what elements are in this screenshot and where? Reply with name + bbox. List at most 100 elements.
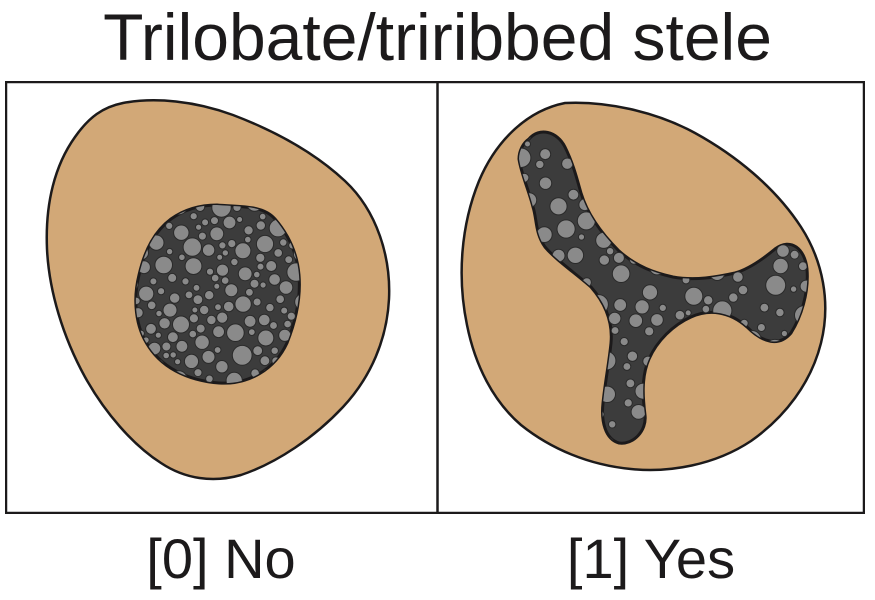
comparison-frame-svg [5, 81, 865, 514]
stele-cell [611, 264, 631, 283]
stele-cell [193, 368, 203, 378]
panel-yes-diagram [460, 101, 827, 472]
stele-cell [183, 353, 200, 369]
stele-cell [265, 302, 275, 313]
stele-cell [204, 290, 215, 301]
stele-cell [181, 277, 190, 286]
stele-cell [732, 271, 744, 283]
stele-cell [256, 262, 265, 271]
stele-cell [167, 331, 179, 344]
stele-cell [158, 317, 171, 330]
figure-title: Trilobate/triribbed stele [103, 0, 772, 74]
stele-cell [257, 329, 275, 347]
stele-cell [172, 315, 190, 334]
stele-cell [145, 322, 157, 335]
stele-cell [182, 237, 203, 257]
stele-cell [216, 311, 229, 324]
stele-cell [549, 197, 568, 216]
stele-cell [759, 302, 770, 313]
stele-cell [195, 223, 203, 231]
stele-cell [286, 311, 296, 321]
stele-cell [194, 334, 210, 350]
stele-cell [215, 360, 229, 374]
stele-cell [167, 272, 178, 283]
stele-cell [227, 239, 237, 249]
stele-cell [269, 321, 278, 330]
stele-cell [236, 216, 244, 223]
stele-cell [175, 339, 189, 353]
stele-cell [701, 304, 711, 314]
stele-cell [216, 253, 224, 261]
stele-cell [212, 325, 226, 339]
stele-cell [273, 248, 284, 258]
stele-cell [201, 243, 216, 257]
stele-cell [214, 303, 222, 312]
stele-cell [157, 287, 166, 296]
stele-cell [255, 234, 275, 254]
stele-cell [641, 284, 659, 301]
stele-cell [135, 279, 139, 291]
stele-cell [138, 285, 155, 302]
stele-cell [265, 260, 278, 272]
comparison-frame [5, 81, 865, 514]
stele-cell [249, 278, 260, 289]
stele-cell [169, 292, 181, 304]
stele-cell [213, 346, 222, 354]
stele-cell [199, 304, 210, 316]
stele-cell [650, 313, 664, 327]
stele-cell [535, 159, 545, 170]
stele-cell [756, 323, 766, 332]
stele-cell [625, 378, 636, 389]
stele-cell [684, 286, 704, 306]
stele-cell [622, 362, 632, 371]
stele-cell [608, 311, 622, 326]
stele-cell [539, 148, 552, 161]
stele-cell [243, 225, 254, 236]
stele-cell [206, 314, 217, 326]
stele-cell [231, 344, 253, 366]
stele-cell [775, 307, 785, 318]
stele-cell [772, 257, 789, 275]
panel-label-no: [0] No [146, 527, 296, 590]
stele-cell [165, 247, 174, 256]
stele-cell [237, 266, 253, 282]
stele-cell [230, 257, 239, 267]
stele-cell [213, 282, 221, 290]
stele-cell [135, 296, 141, 305]
stele-cell [556, 219, 576, 239]
stele-cell [524, 140, 531, 148]
stele-cell [162, 351, 170, 360]
stele-cell [538, 176, 553, 190]
stele-cell [674, 309, 686, 321]
stele-cell [257, 313, 271, 327]
stele-cell [226, 323, 245, 342]
stele-cell [598, 254, 610, 266]
stele-cell [268, 273, 281, 286]
stele-cell [703, 295, 714, 306]
stele-cell [789, 249, 800, 260]
stele-cell [278, 280, 294, 295]
stele-cell [135, 307, 144, 319]
stele-cell [218, 241, 227, 250]
stele-cell [201, 218, 210, 227]
stele-cell [154, 331, 162, 339]
stele-cell [684, 309, 692, 317]
stele-cell [215, 263, 230, 277]
stele-cell [197, 231, 207, 241]
stele-cell [225, 371, 243, 384]
stele-cell [192, 283, 201, 292]
stele-cell [630, 404, 647, 420]
stele-cell [162, 302, 178, 318]
stele-cell [286, 262, 300, 282]
stele-cell [191, 306, 199, 314]
stele-cell [279, 238, 288, 247]
stele-cell [224, 283, 239, 298]
stele-cell [252, 297, 262, 307]
stele-cell [161, 341, 172, 352]
stele-cell [634, 299, 650, 315]
stele-cell [605, 247, 615, 256]
stele-cell [210, 216, 219, 226]
stele-cell [173, 224, 190, 241]
stele-cell [610, 326, 620, 335]
